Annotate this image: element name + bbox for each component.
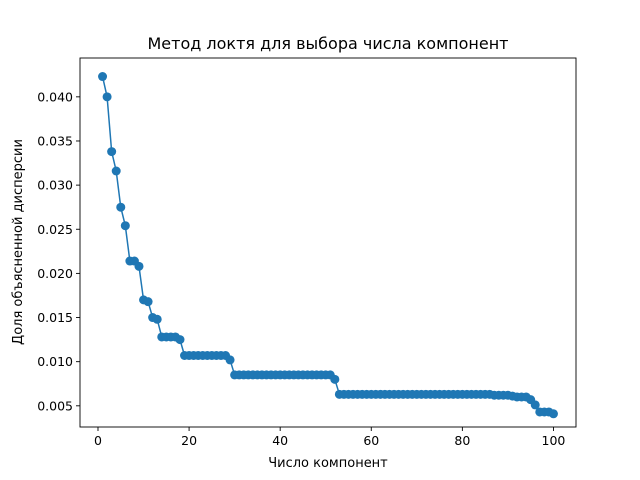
x-axis: 0 20 40 60 80 100 [94, 427, 565, 448]
data-point [98, 72, 108, 82]
y-tick-label: 0.015 [37, 310, 73, 325]
data-point [530, 400, 540, 410]
data-point [107, 147, 117, 157]
x-axis-label: Число компонент [268, 456, 388, 471]
plot-frame [79, 57, 577, 428]
data-point [134, 261, 144, 271]
x-tick-label: 20 [181, 433, 197, 448]
data-layer [98, 72, 558, 419]
y-tick-label: 0.020 [37, 266, 73, 281]
data-point [111, 166, 121, 176]
data-point [120, 221, 130, 231]
x-tick-label: 60 [363, 433, 379, 448]
data-point [548, 409, 558, 419]
y-tick-label: 0.005 [37, 398, 73, 413]
y-tick-label: 0.030 [37, 178, 73, 193]
y-tick-label: 0.010 [37, 354, 73, 369]
y-tick-label: 0.040 [37, 89, 73, 104]
x-tick-label: 80 [454, 433, 470, 448]
y-tick-label: 0.035 [37, 133, 73, 148]
data-point [330, 374, 340, 384]
data-point [152, 314, 162, 324]
y-axis: 0.005 0.010 0.015 0.020 0.025 0.030 0.035 0.040 [37, 89, 80, 413]
chart-title: Метод локтя для выбора числа компонент [147, 34, 508, 53]
y-axis-label: Доля объясненной дисперсии [11, 139, 26, 345]
data-point [143, 297, 153, 307]
data-point [225, 355, 235, 365]
x-tick-label: 40 [272, 433, 288, 448]
data-point [175, 335, 185, 345]
plot-area [79, 57, 577, 428]
y-tick-label: 0.025 [37, 222, 73, 237]
data-point [102, 92, 112, 102]
x-tick-label: 100 [542, 433, 566, 448]
x-tick-label: 0 [94, 433, 102, 448]
data-point [116, 202, 126, 212]
